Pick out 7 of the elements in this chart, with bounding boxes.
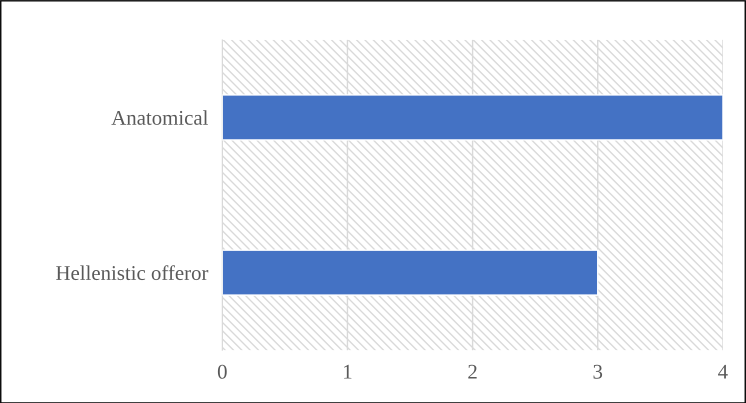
x-tick-label: 1 — [344, 364, 352, 379]
x-tick-label: 0 — [218, 364, 227, 379]
x-tick-label: 2 — [468, 364, 477, 379]
x-tick-label: 4 — [718, 364, 728, 379]
y-tick-label: Anatomical — [111, 110, 208, 125]
y-tick-label: Hellenistic offeror — [56, 265, 208, 280]
x-tick-label: 3 — [594, 364, 602, 379]
